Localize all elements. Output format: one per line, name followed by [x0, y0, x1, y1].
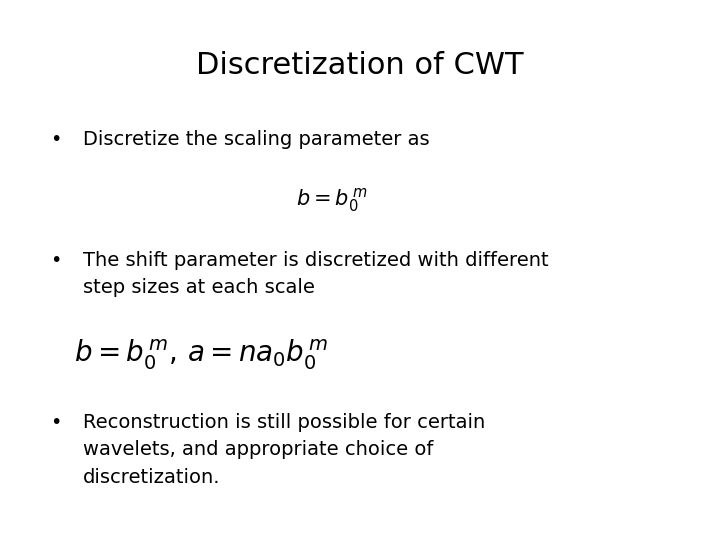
Text: $b = b_0^{\,m},\, a = na_0 b_0^{\,m}$: $b = b_0^{\,m},\, a = na_0 b_0^{\,m}$ — [74, 338, 329, 372]
Text: •: • — [50, 130, 62, 148]
Text: The shift parameter is discretized with different
step sizes at each scale: The shift parameter is discretized with … — [83, 251, 549, 298]
Text: Discretization of CWT: Discretization of CWT — [197, 51, 523, 80]
Text: •: • — [50, 251, 62, 270]
Text: •: • — [50, 413, 62, 432]
Text: Reconstruction is still possible for certain
wavelets, and appropriate choice of: Reconstruction is still possible for cer… — [83, 413, 485, 487]
Text: $b = b_0^{\,m}$: $b = b_0^{\,m}$ — [295, 186, 367, 214]
Text: Discretize the scaling parameter as: Discretize the scaling parameter as — [83, 130, 429, 148]
